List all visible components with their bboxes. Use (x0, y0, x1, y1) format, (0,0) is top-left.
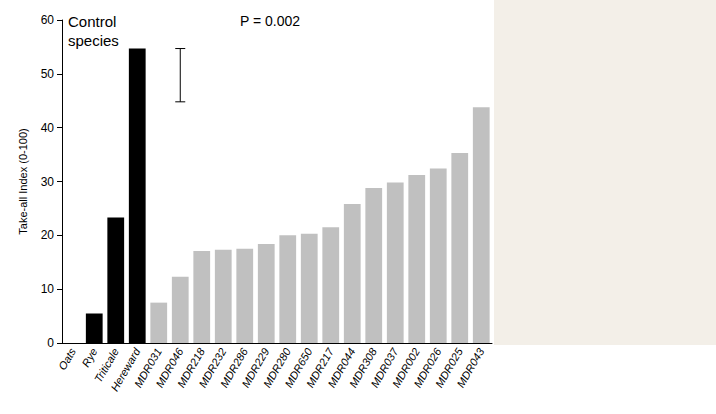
svg-text:0: 0 (47, 336, 54, 350)
svg-text:Triticale: Triticale (91, 346, 121, 385)
svg-text:MDR280: MDR280 (260, 346, 293, 390)
svg-text:MDR308: MDR308 (346, 346, 379, 390)
svg-text:40: 40 (41, 121, 55, 135)
svg-text:Rye: Rye (79, 346, 99, 369)
svg-text:MDR026: MDR026 (411, 346, 444, 390)
svg-text:MDR232: MDR232 (196, 346, 229, 390)
svg-text:Oats: Oats (56, 346, 78, 373)
svg-text:MDR002: MDR002 (389, 346, 422, 390)
svg-text:Hereward: Hereward (108, 346, 143, 394)
svg-text:MDR031: MDR031 (131, 346, 164, 390)
svg-text:MDR217: MDR217 (303, 346, 336, 390)
svg-text:MDR218: MDR218 (174, 346, 207, 390)
svg-text:Take-all Index (0-100): Take-all Index (0-100) (17, 128, 29, 234)
svg-text:species: species (68, 32, 119, 49)
svg-text:MDR286: MDR286 (217, 346, 250, 390)
svg-text:MDR037: MDR037 (368, 346, 401, 390)
svg-text:MDR043: MDR043 (454, 345, 487, 389)
svg-text:MDR229: MDR229 (239, 346, 272, 390)
svg-text:MDR044: MDR044 (325, 346, 358, 390)
svg-text:MDR650: MDR650 (282, 346, 315, 390)
svg-text:Control: Control (68, 13, 116, 30)
svg-text:50: 50 (41, 67, 55, 81)
svg-text:30: 30 (41, 175, 55, 189)
svg-text:P = 0.002: P = 0.002 (240, 13, 300, 29)
svg-text:10: 10 (41, 282, 55, 296)
svg-text:20: 20 (41, 228, 55, 242)
svg-text:MDR046: MDR046 (153, 346, 186, 390)
svg-text:60: 60 (41, 13, 55, 27)
svg-text:MDR025: MDR025 (432, 346, 465, 390)
